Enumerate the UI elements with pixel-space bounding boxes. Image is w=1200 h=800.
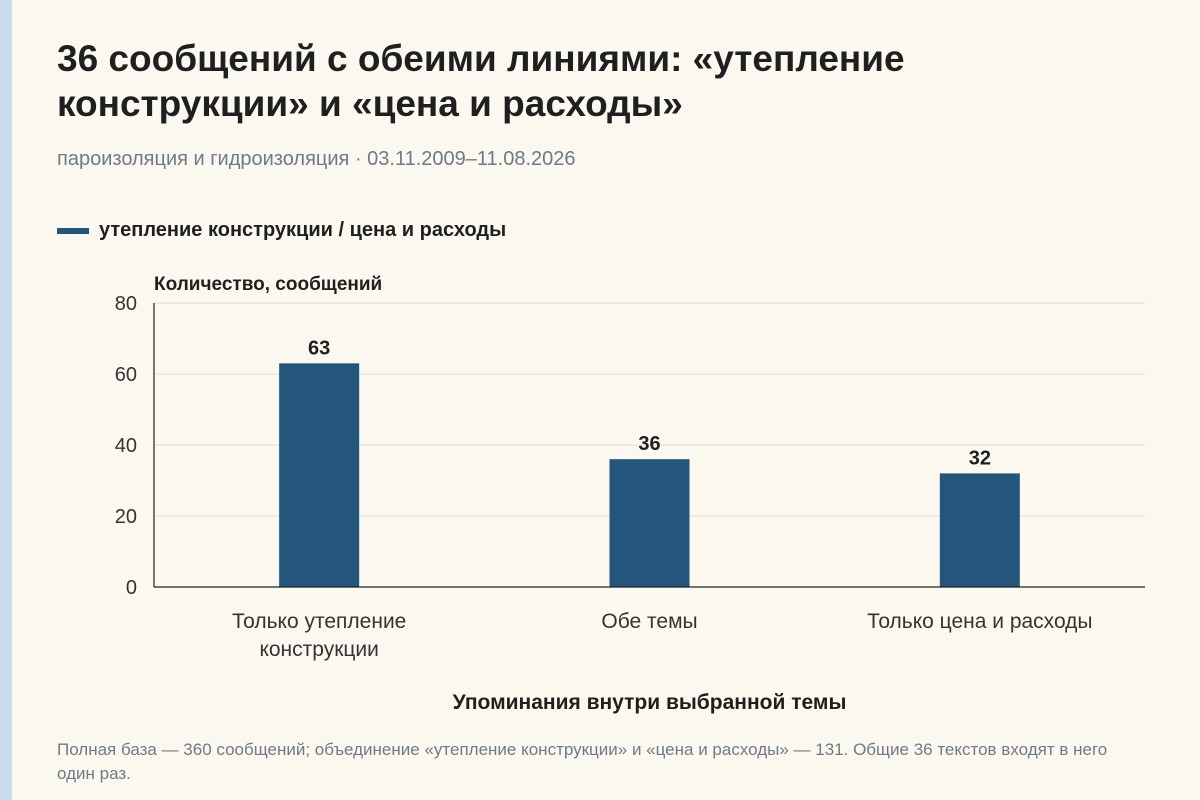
x-tick-label: Только утепление xyxy=(232,610,406,633)
x-tick-label: Только цена и расходы xyxy=(867,610,1092,633)
y-tick-label: 40 xyxy=(115,435,137,457)
y-tick-label: 20 xyxy=(115,506,137,528)
bar xyxy=(279,363,360,587)
x-tick-label: Обе темы xyxy=(601,610,697,633)
y-tick-label: 0 xyxy=(126,577,137,599)
bar xyxy=(939,473,1020,587)
y-tick-label: 80 xyxy=(115,293,137,315)
bar-value-label: 32 xyxy=(969,447,991,469)
y-axis-label: Количество, сообщений xyxy=(154,274,382,295)
x-tick-label: конструкции xyxy=(259,638,378,661)
left-accent-strip xyxy=(0,0,12,800)
legend-label: утепление конструкции / цена и расходы xyxy=(99,219,507,241)
legend-swatch xyxy=(57,227,89,234)
bar-value-label: 63 xyxy=(308,337,330,359)
bar-chart: Количество, сообщений 0 20 40 60 80 63 Только у… xyxy=(115,274,1145,714)
bar-value-label: 36 xyxy=(638,433,660,455)
bar xyxy=(609,459,690,587)
legend: утепление конструкции / цена и расходы xyxy=(57,219,506,242)
y-tick-label: 60 xyxy=(115,364,137,386)
footnote: Полная база — 360 сообщений; объединение… xyxy=(57,740,1108,783)
chart-title: 36 сообщений с обеими линиями: «утеплени… xyxy=(57,38,905,124)
chart-subtitle: пароизоляция и гидроизоляция · 03.11.200… xyxy=(57,148,576,170)
x-axis-label: Упоминания внутри выбранной темы xyxy=(453,691,847,714)
